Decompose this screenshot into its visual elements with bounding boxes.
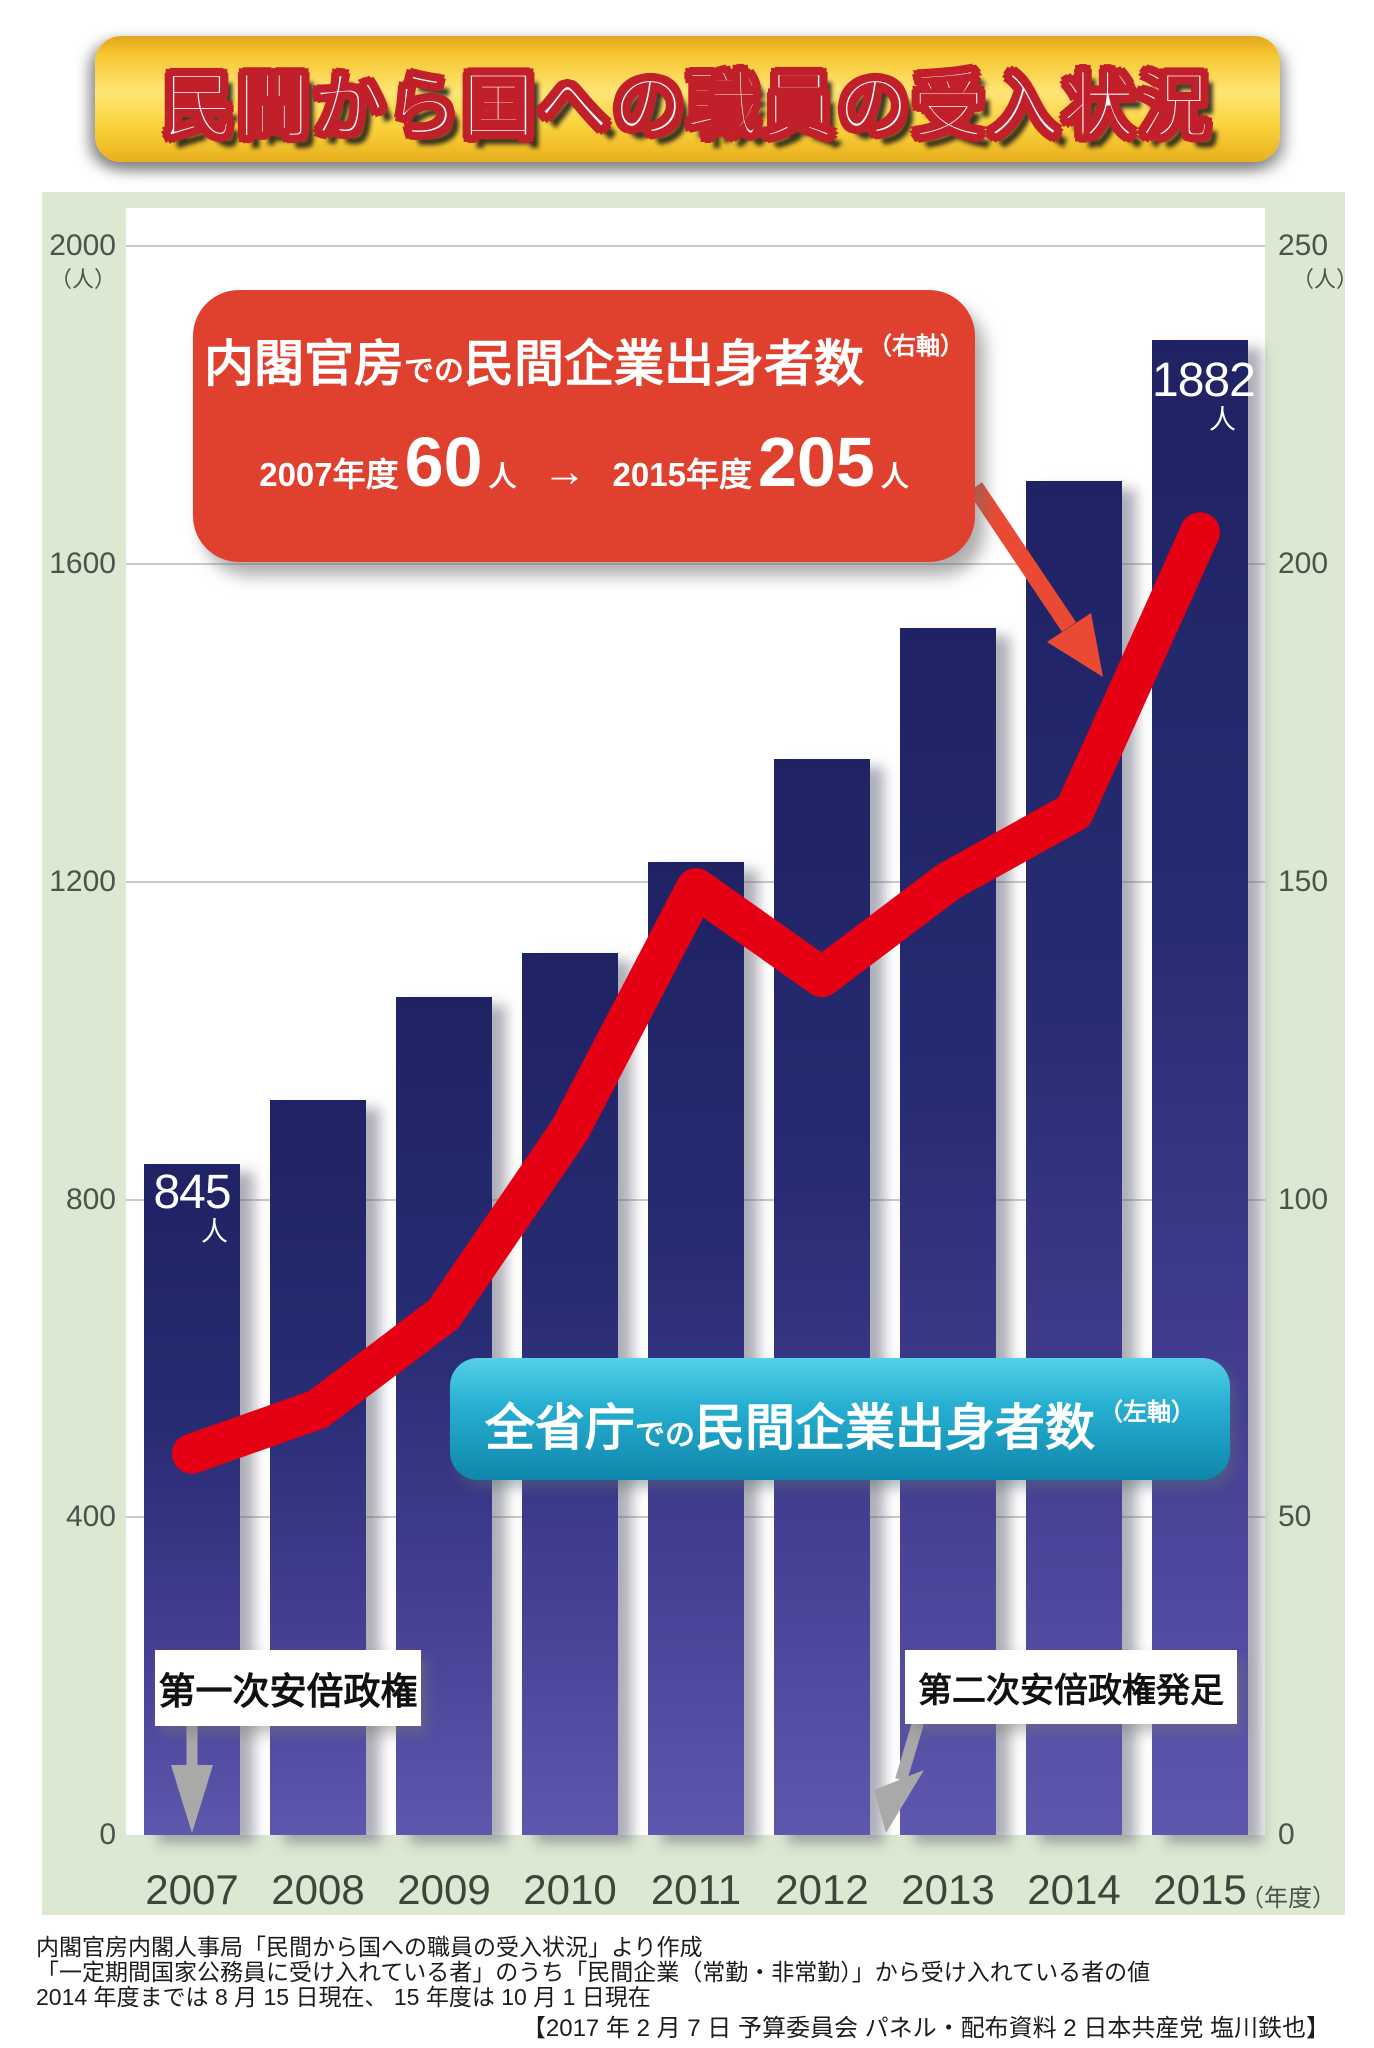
gridline-2000 xyxy=(126,245,1265,248)
page-title: 民間から国への職員の受入状況 xyxy=(161,66,1213,148)
x-axis-label-2010: 2010 xyxy=(523,1866,617,1913)
footer-source-line3: 2014 年度までは 8 月 15 日現在、 15 年度は 10 月 1 日現在 xyxy=(36,1984,651,2010)
x-axis-label-2012: 2012 xyxy=(775,1866,869,1913)
first-abe-annotation: 第一次安倍政権 xyxy=(155,1650,421,1726)
red-callout-from-unit: 人 xyxy=(488,461,517,492)
red-callout-to-year: 2015年度 xyxy=(612,456,752,493)
x-axis-label-2015: 2015 xyxy=(1153,1866,1247,1913)
red-callout-from-year: 2007年度 xyxy=(259,456,399,493)
red-callout-axis-note: （右軸） xyxy=(868,333,964,360)
first-abe-label: 第一次安倍政権 xyxy=(158,1671,418,1712)
left-axis-tick-800: 800 xyxy=(65,1182,116,1216)
left-axis-unit: （人） xyxy=(49,267,116,293)
red-callout-name-big2: 民間企業出身者数 xyxy=(464,336,864,392)
teal-callout-name-big1: 全省庁 xyxy=(485,1400,635,1456)
x-axis-label-2007: 2007 xyxy=(145,1866,239,1913)
bar-2014 xyxy=(1026,480,1122,1835)
red-callout-name-small: での xyxy=(404,355,464,388)
bar-value-unit-2015: 人 xyxy=(1209,405,1236,436)
bar-2011 xyxy=(648,861,744,1835)
bar-2015 xyxy=(1152,339,1248,1835)
right-axis-tick-50: 50 xyxy=(1278,1500,1312,1534)
footer-source-line1: 内閣官房内閣人事局「民間から国への職員の受入状況」より作成 xyxy=(36,1934,703,1960)
right-axis-tick-0: 0 xyxy=(1278,1818,1295,1851)
x-axis-label-2009: 2009 xyxy=(397,1866,491,1913)
right-axis-tick-100: 100 xyxy=(1278,1182,1329,1216)
x-axis-label-2011: 2011 xyxy=(650,1866,742,1913)
red-callout-heading: 内閣官房 での 民間企業出身者数 （右軸） xyxy=(193,324,975,396)
right-axis-tick-200: 200 xyxy=(1278,547,1329,580)
red-callout-from-value: 60 xyxy=(404,423,483,501)
left-axis-tick-0: 0 xyxy=(99,1818,116,1851)
second-abe-annotation: 第二次安倍政権発足 xyxy=(905,1650,1237,1724)
red-callout-to-value: 205 xyxy=(757,423,875,501)
red-callout-values: 2007年度 60 人 → 2015年度 205 人 xyxy=(193,422,975,502)
all-ministries-callout: 全省庁 での 民間企業出身者数 （左軸） xyxy=(450,1358,1230,1480)
footer-source-line2: 「一定期間国家公務員に受け入れている者」のうち「民間企業（常勤・非常勤）」から受… xyxy=(36,1959,1151,1985)
footer-credit: 【2017 年 2 月 7 日 予算委員会 パネル・配布資料 2 日本共産党 塩… xyxy=(521,2015,1330,2042)
second-abe-label: 第二次安倍政権発足 xyxy=(918,1671,1224,1710)
x-axis-suffix: （年度） xyxy=(1240,1885,1336,1912)
bar-value-2015: 1882 xyxy=(1152,354,1256,407)
teal-callout-heading: 全省庁 での 民間企業出身者数 （左軸） xyxy=(485,1388,1195,1460)
title-banner: 民間から国への職員の受入状況 xyxy=(95,36,1280,162)
right-axis-unit: （人） xyxy=(1292,267,1359,293)
red-callout-to-unit: 人 xyxy=(880,461,909,492)
bar-2012 xyxy=(774,758,870,1835)
x-axis-label-2013: 2013 xyxy=(901,1866,995,1913)
left-axis-tick-1600: 1600 xyxy=(49,547,116,580)
x-axis-label-2008: 2008 xyxy=(271,1866,365,1913)
bar-value-2007: 845 xyxy=(153,1166,231,1219)
red-callout-name-big1: 内閣官房 xyxy=(204,336,404,392)
left-axis-tick-2000: 2000 xyxy=(49,229,116,263)
right-axis-tick-150: 150 xyxy=(1278,864,1329,898)
bar-value-unit-2007: 人 xyxy=(201,1217,228,1248)
teal-callout-axis-note: （左軸） xyxy=(1099,1399,1195,1426)
cabinet-secretariat-callout: 内閣官房 での 民間企業出身者数 （右軸） 2007年度 60 人 → 2015… xyxy=(193,290,975,562)
teal-callout-name-small: での xyxy=(635,1419,695,1452)
left-axis-tick-400: 400 xyxy=(65,1500,116,1534)
x-axis-label-2014: 2014 xyxy=(1027,1866,1121,1913)
bar-2007 xyxy=(144,1163,240,1835)
left-axis-tick-1200: 1200 xyxy=(49,864,116,898)
bar-value-label-2015: 1882 人 xyxy=(1152,354,1256,436)
right-arrow-icon: → xyxy=(542,447,587,496)
bar-value-label-2007: 845 人 xyxy=(144,1166,240,1248)
teal-callout-name-big2: 民間企業出身者数 xyxy=(695,1400,1095,1456)
right-axis-tick-250: 250 xyxy=(1278,229,1329,263)
